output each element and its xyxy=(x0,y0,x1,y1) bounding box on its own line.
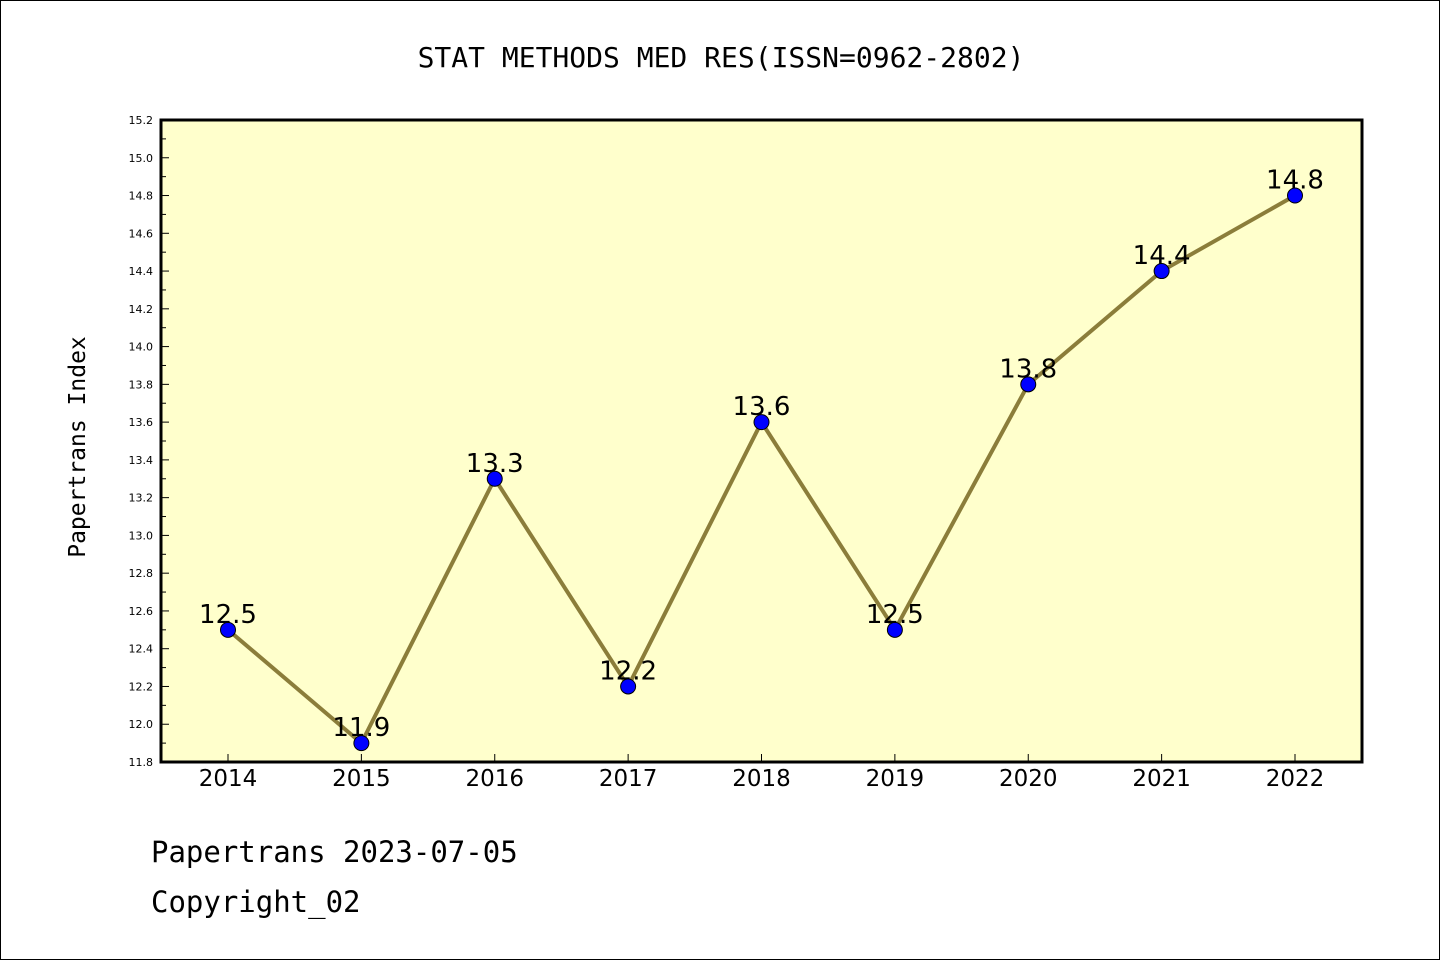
data-point xyxy=(1020,376,1037,393)
data-point xyxy=(353,735,370,752)
y-tick-label: 13.2 xyxy=(129,492,154,505)
plot-border xyxy=(159,118,1364,764)
y-tick-label: 14.6 xyxy=(129,227,154,240)
y-tick-label: 13.8 xyxy=(129,378,154,391)
y-tick-label: 14.0 xyxy=(129,341,154,354)
x-tick-label: 2018 xyxy=(732,766,791,792)
y-tick-label: 12.4 xyxy=(129,643,154,656)
y-tick-label: 14.8 xyxy=(129,190,154,203)
x-tick-label: 2015 xyxy=(332,766,391,792)
x-tick-label: 2014 xyxy=(199,766,258,792)
y-tick-label: 15.2 xyxy=(129,114,154,127)
data-label: 12.2 xyxy=(599,656,657,686)
data-point xyxy=(886,621,903,638)
x-tick-label: 2016 xyxy=(465,766,524,792)
y-tick-label: 15.0 xyxy=(129,152,154,165)
data-point xyxy=(220,621,236,638)
data-series: 12.5 11.9 13.3 12.2 13.6 12.5 13.8 14.4 14.8 xyxy=(199,166,1324,752)
x-tick-label: 2022 xyxy=(1266,766,1325,792)
y-tick-label: 12.6 xyxy=(129,605,154,618)
x-tick-label: 2017 xyxy=(599,766,658,792)
y-tick-label: 13.0 xyxy=(129,529,154,542)
x-tick-label: 2019 xyxy=(866,766,925,792)
x-tick-label: 2020 xyxy=(999,766,1058,792)
y-tick-label: 12.2 xyxy=(129,680,154,693)
data-label: 12.5 xyxy=(866,600,924,630)
y-tick-label: 14.4 xyxy=(129,265,154,278)
data-point xyxy=(620,678,637,695)
y-tick-label: 13.6 xyxy=(129,416,154,429)
plot-area xyxy=(161,120,1362,762)
y-axis: 11.8 12.0 12.2 12.4 12.6 12.8 13.0 13.2 13.4 13.6… xyxy=(129,114,169,769)
x-tick-label: 2021 xyxy=(1132,766,1191,792)
data-label: 14.8 xyxy=(1266,166,1324,196)
data-label: 13.8 xyxy=(999,354,1057,384)
x-axis: 2014 2015 2016 2017 2018 2019 2020 2021 2022 xyxy=(199,754,1325,792)
y-tick-label: 11.8 xyxy=(129,756,154,769)
data-point xyxy=(753,414,770,431)
data-label: 12.5 xyxy=(199,600,257,630)
data-label: 13.3 xyxy=(466,449,524,479)
data-label: 11.9 xyxy=(332,713,390,743)
footer-copyright: Copyright_02 xyxy=(151,885,361,919)
y-axis-label: Papertrans Index xyxy=(65,336,91,558)
data-point xyxy=(486,470,503,487)
footer-date: Papertrans 2023-07-05 xyxy=(151,835,518,869)
y-tick-label: 12.8 xyxy=(129,567,154,580)
data-point xyxy=(1153,263,1170,280)
y-tick-label: 12.0 xyxy=(129,718,154,731)
y-tick-label: 13.4 xyxy=(129,454,154,467)
data-point xyxy=(1287,187,1303,204)
data-label: 13.6 xyxy=(733,392,791,422)
y-tick-label: 14.2 xyxy=(129,303,154,316)
data-label: 14.4 xyxy=(1133,241,1191,271)
chart-title: STAT METHODS MED RES(ISSN=0962-2802) xyxy=(418,41,1025,74)
